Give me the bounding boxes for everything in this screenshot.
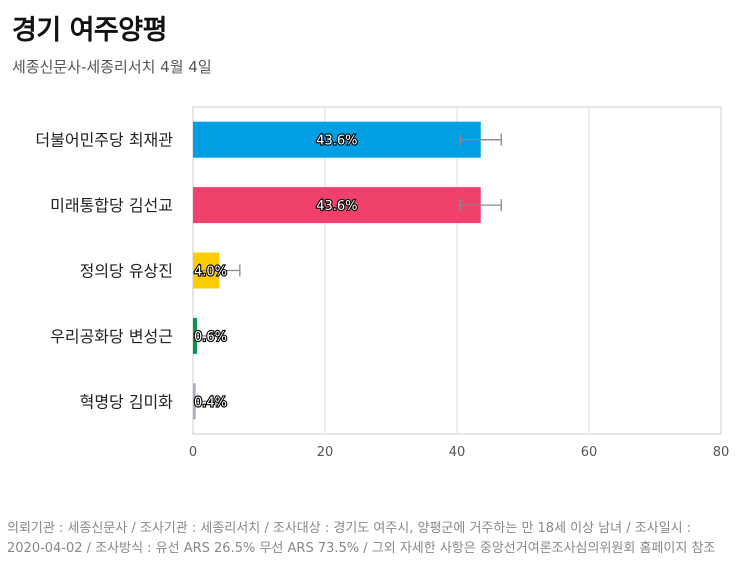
survey-footnote: 의뢰기관 : 세종신문사 / 조사기관 : 세종리서치 / 조사대상 : 경기도… [7,521,716,556]
value-label-1: 43.6% [316,199,357,214]
x-tick-label-60: 60 [581,445,598,460]
category-label-2: 정의당 유상진 [80,262,173,281]
value-label-0: 43.6% [316,134,357,149]
page-title: 경기 여주양평 [12,15,167,46]
x-tick-label-20: 20 [317,445,334,460]
category-label-0: 더불어민주당 최재관 [35,131,173,150]
category-label-4: 혁명당 김미화 [80,392,174,411]
value-label-2: 4.0% [194,265,227,280]
value-label-3: 0.6% [194,330,227,345]
x-tick-label-80: 80 [713,445,730,460]
category-label-3: 우리공화당 변성근 [50,327,173,346]
category-label-1: 미래통합당 김선교 [50,196,173,215]
x-tick-label-40: 40 [449,445,466,460]
page-subtitle: 세종신문사-세종리서치 4월 4일 [12,58,212,76]
bar-1 [193,187,481,224]
bar-0 [193,121,481,158]
x-tick-label-0: 0 [189,445,197,460]
bar-chart: 0 20 40 60 80 더불어민주당 최재관 43.6% 미래통합당 김선교 43.6% 정의… [35,106,730,460]
value-label-4: 0.4% [194,395,227,410]
